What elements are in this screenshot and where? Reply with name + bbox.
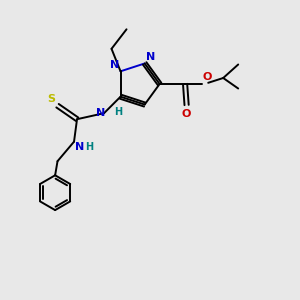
Text: N: N (75, 142, 85, 152)
Text: N: N (110, 60, 119, 70)
Text: O: O (202, 73, 212, 82)
Text: O: O (182, 109, 191, 118)
Text: N: N (96, 108, 106, 118)
Text: N: N (146, 52, 155, 62)
Text: H: H (85, 142, 94, 152)
Text: S: S (47, 94, 55, 104)
Text: H: H (115, 107, 123, 117)
